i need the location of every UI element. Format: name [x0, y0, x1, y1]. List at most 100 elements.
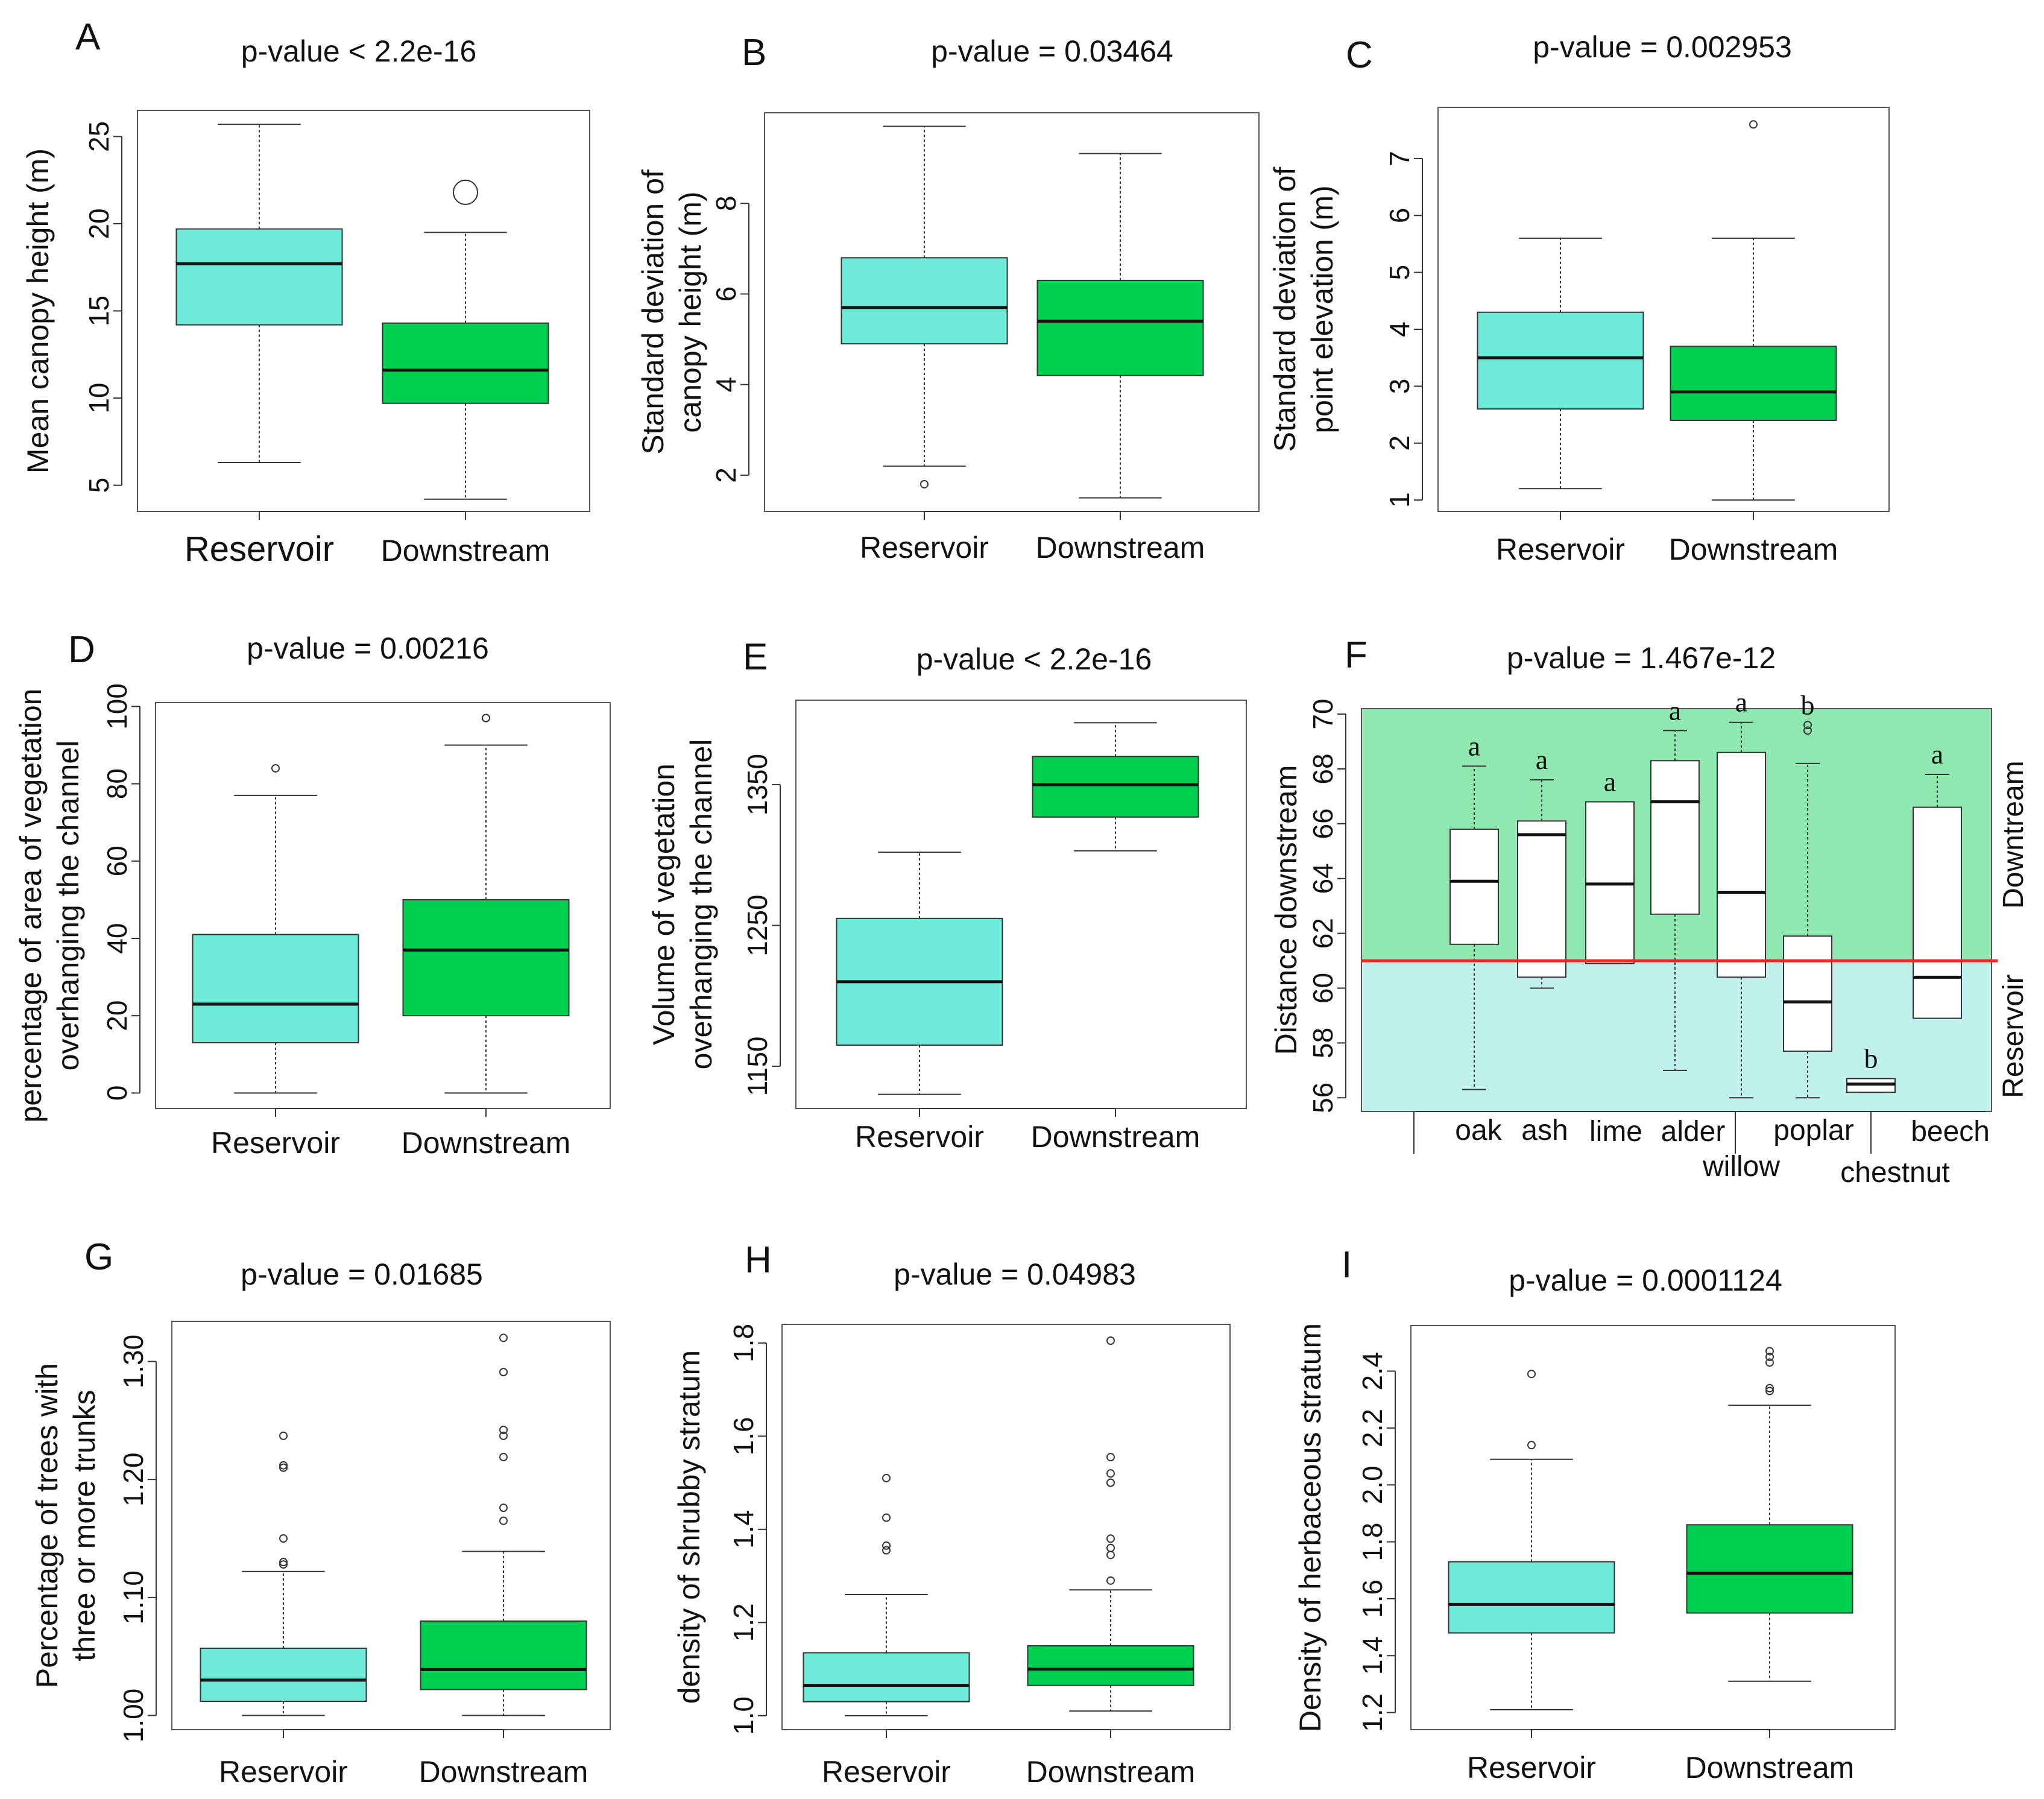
- outlier-point: [271, 764, 280, 773]
- category-label: Downstream: [1669, 533, 1838, 566]
- box-willow: a: [1717, 687, 1766, 1099]
- box-iqr: [1036, 279, 1204, 376]
- y-axis-label: Percentage of trees with: [30, 1363, 64, 1688]
- y-tick-label: 3: [1384, 379, 1415, 394]
- box-reservoir: [192, 764, 359, 1094]
- category-label: Reservoir: [855, 1120, 984, 1154]
- box-poplar: b: [1783, 689, 1832, 1099]
- box-iqr: [1032, 756, 1199, 818]
- panel-label: B: [742, 32, 766, 74]
- y-tick-label: 1.2: [728, 1603, 759, 1642]
- box-alder: a: [1650, 695, 1700, 1071]
- p-value-title: p-value = 0.03464: [931, 34, 1173, 68]
- category-label: Downstream: [1036, 531, 1205, 564]
- plot-frame: [1437, 107, 1890, 512]
- outlier-point: [1106, 1534, 1115, 1543]
- p-value-title: p-value = 1.467e-12: [1507, 641, 1776, 675]
- category-label: oak: [1455, 1114, 1502, 1146]
- panel-label: D: [68, 629, 95, 671]
- y-tick-label: 4: [1384, 321, 1415, 337]
- y-tick-label: 4: [710, 377, 742, 393]
- p-value-title: p-value = 0.01685: [241, 1257, 483, 1291]
- category-label: beech: [1911, 1116, 1990, 1148]
- box-downstream: [382, 179, 549, 500]
- y-tick-label: 1.4: [728, 1510, 759, 1549]
- box-iqr: [1477, 311, 1644, 410]
- category-label: Reservoir: [1467, 1751, 1596, 1785]
- outlier-point: [1765, 1386, 1774, 1396]
- y-axis-label: Standard deviation of: [636, 169, 670, 455]
- p-value-title: p-value < 2.2e-16: [241, 34, 477, 68]
- y-tick-label: 2.2: [1357, 1409, 1388, 1447]
- outlier-point: [920, 479, 929, 488]
- box-iqr: [1686, 1524, 1853, 1614]
- box-oak: a: [1449, 730, 1499, 1090]
- category-label: willow: [1702, 1151, 1780, 1183]
- category-label: Downstream: [419, 1755, 588, 1789]
- y-axis-label: overhanging the channel: [51, 741, 85, 1071]
- group-letter: a: [1468, 730, 1480, 761]
- outlier-point: [882, 1541, 891, 1550]
- group-letter: b: [1801, 689, 1815, 720]
- y-tick-label: 15: [83, 296, 115, 326]
- y-tick-label: 66: [1307, 808, 1339, 839]
- box-chestnut: b: [1846, 1043, 1896, 1093]
- panel-label: G: [84, 1236, 113, 1278]
- box-iqr: [175, 228, 343, 326]
- panel-label: H: [745, 1239, 772, 1281]
- box-iqr: [1449, 828, 1499, 945]
- y-tick-label: 1.8: [728, 1324, 759, 1362]
- y-tick-label: 64: [1307, 863, 1339, 894]
- category-label: Reservoir: [1496, 533, 1625, 566]
- category-label: Downstream: [1685, 1751, 1855, 1785]
- panel-label: C: [1346, 34, 1373, 76]
- y-tick-label: 5: [1384, 265, 1415, 280]
- panel-label: A: [75, 16, 101, 58]
- y-tick-label: 2.0: [1357, 1465, 1388, 1504]
- y-tick-label: 1.10: [118, 1570, 149, 1625]
- box-downstream: [1036, 153, 1204, 499]
- box-iqr: [200, 1647, 367, 1703]
- p-value-title: p-value = 0.04983: [894, 1257, 1136, 1291]
- outlier-point: [1803, 726, 1812, 735]
- y-tick-label: 25: [83, 121, 115, 152]
- box-iqr: [1670, 346, 1837, 422]
- y-axis-label: Density of herbaceous stratum: [1293, 1323, 1327, 1732]
- y-tick-label: 20: [101, 1001, 133, 1031]
- category-label: alder: [1661, 1116, 1726, 1148]
- y-tick-label: 1.4: [1357, 1636, 1388, 1675]
- category-label: chestnut: [1840, 1157, 1949, 1189]
- outlier-point: [1106, 1336, 1115, 1345]
- y-tick-label: 1.00: [118, 1689, 149, 1743]
- box-reservoir: [836, 852, 1003, 1095]
- box-iqr: [1913, 806, 1962, 1019]
- category-label: poplar: [1773, 1114, 1853, 1146]
- category-label: Reservoir: [211, 1126, 340, 1160]
- outlier-point: [1106, 1478, 1115, 1487]
- side-label-reservoir: Reservoir: [1998, 974, 2030, 1098]
- box-reservoir: [175, 124, 343, 464]
- category-label: lime: [1589, 1116, 1642, 1148]
- p-value-title: p-value < 2.2e-16: [916, 642, 1152, 676]
- panel-label: I: [1342, 1244, 1352, 1286]
- outlier-point: [1765, 1358, 1774, 1367]
- box-iqr: [803, 1652, 970, 1703]
- category-label: Reservoir: [822, 1755, 951, 1789]
- y-tick-label: 0: [101, 1086, 133, 1101]
- y-tick-label: 70: [1307, 699, 1339, 730]
- outlier-point: [1749, 120, 1758, 129]
- y-tick-label: 1.0: [728, 1696, 759, 1735]
- y-tick-label: 20: [83, 208, 115, 239]
- outlier-point: [279, 1431, 288, 1440]
- y-tick-label: 6: [1384, 207, 1415, 223]
- outlier-point: [279, 1534, 288, 1543]
- band-reservoir: [1361, 961, 1992, 1111]
- y-tick-label: 2: [710, 467, 742, 483]
